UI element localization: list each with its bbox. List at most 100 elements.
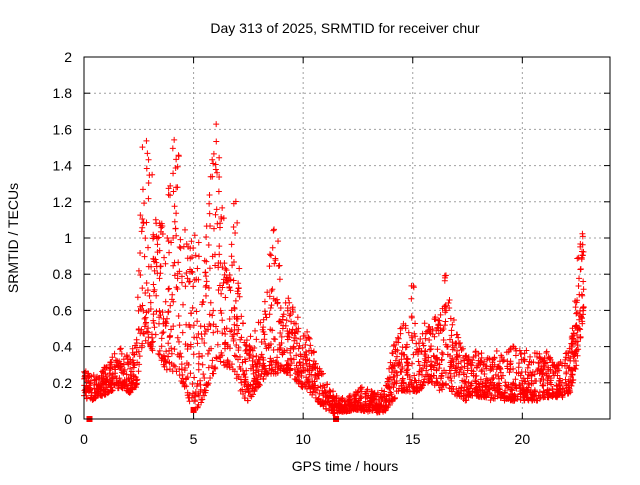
- data-point: [251, 344, 258, 351]
- data-point: [271, 226, 278, 233]
- data-point: [543, 349, 550, 356]
- data-point: [213, 138, 220, 145]
- data-point: [398, 382, 405, 389]
- data-point: [324, 381, 331, 388]
- data-point: [544, 380, 551, 387]
- data-point: [539, 382, 546, 389]
- data-point: [437, 311, 444, 318]
- data-point: [165, 286, 172, 293]
- data-point: [580, 286, 587, 293]
- data-point: [131, 373, 138, 380]
- data-point: [269, 327, 276, 334]
- data-point: [235, 290, 242, 297]
- data-point: [221, 271, 228, 278]
- data-point: [562, 356, 569, 363]
- data-point: [161, 254, 168, 261]
- data-point: [150, 255, 157, 262]
- data-point: [191, 397, 198, 404]
- data-point: [149, 338, 156, 345]
- data-point: [291, 376, 298, 383]
- data-point: [226, 271, 233, 278]
- data-point: [156, 347, 163, 354]
- data-point: [305, 376, 312, 383]
- data-point: [421, 376, 428, 383]
- data-point: [262, 340, 269, 347]
- data-point: [244, 381, 251, 388]
- data-point: [184, 374, 191, 381]
- y-tick-label: 1: [64, 230, 72, 246]
- data-point: [178, 361, 185, 368]
- data-point: [150, 311, 157, 318]
- data-point: [168, 326, 175, 333]
- data-point: [140, 330, 147, 337]
- data-point: [538, 366, 545, 373]
- data-point: [179, 329, 186, 336]
- data-point: [339, 397, 346, 404]
- data-point: [255, 359, 262, 366]
- data-point: [205, 241, 212, 248]
- data-point: [280, 349, 287, 356]
- data-point: [326, 387, 333, 394]
- data-point: [187, 245, 194, 252]
- data-point: [569, 377, 576, 384]
- data-point: [95, 382, 102, 389]
- data-point: [141, 315, 148, 322]
- data-point: [173, 156, 180, 163]
- data-point: [491, 361, 498, 368]
- data-point: [455, 334, 462, 341]
- data-point: [139, 144, 146, 151]
- data-point: [219, 264, 226, 271]
- data-point: [575, 282, 582, 289]
- data-point: [233, 375, 240, 382]
- data-point: [194, 265, 201, 272]
- x-tick-label: 15: [405, 431, 421, 447]
- data-point: [197, 381, 204, 388]
- data-point: [446, 385, 453, 392]
- data-point: [580, 248, 587, 255]
- data-point: [202, 387, 209, 394]
- data-point: [472, 373, 479, 380]
- data-point: [171, 346, 178, 353]
- data-point: [305, 334, 312, 341]
- x-tick-label: 5: [190, 431, 198, 447]
- data-point: [351, 396, 358, 403]
- data-point: [504, 358, 511, 365]
- data-point: [415, 358, 422, 365]
- data-point: [145, 334, 152, 341]
- data-point: [363, 388, 370, 395]
- data-point: [163, 348, 170, 355]
- data-point: [269, 286, 276, 293]
- data-point: [174, 270, 181, 277]
- data-point: [189, 304, 196, 311]
- data-point: [240, 367, 247, 374]
- data-point: [139, 186, 146, 193]
- data-point: [518, 351, 525, 358]
- data-point: [230, 277, 237, 284]
- data-point: [439, 386, 446, 393]
- data-point: [139, 285, 146, 292]
- data-point: [241, 339, 248, 346]
- data-point: [393, 338, 400, 345]
- data-point: [215, 287, 222, 294]
- data-point: [152, 216, 159, 223]
- data-point: [117, 346, 124, 353]
- data-point: [142, 320, 149, 327]
- data-point: [107, 359, 114, 366]
- data-point: [170, 323, 177, 330]
- data-point: [222, 294, 229, 301]
- data-point: [214, 328, 221, 335]
- data-point: [136, 353, 143, 360]
- data-point: [221, 260, 228, 267]
- data-point: [323, 405, 330, 412]
- data-point: [224, 341, 231, 348]
- data-point: [216, 251, 223, 258]
- data-point: [212, 262, 219, 269]
- data-point: [325, 394, 332, 401]
- data-point: [477, 376, 484, 383]
- data-point: [234, 322, 241, 329]
- data-point: [576, 275, 583, 282]
- data-point: [541, 363, 548, 370]
- data-point: [270, 227, 277, 234]
- data-point: [171, 203, 178, 210]
